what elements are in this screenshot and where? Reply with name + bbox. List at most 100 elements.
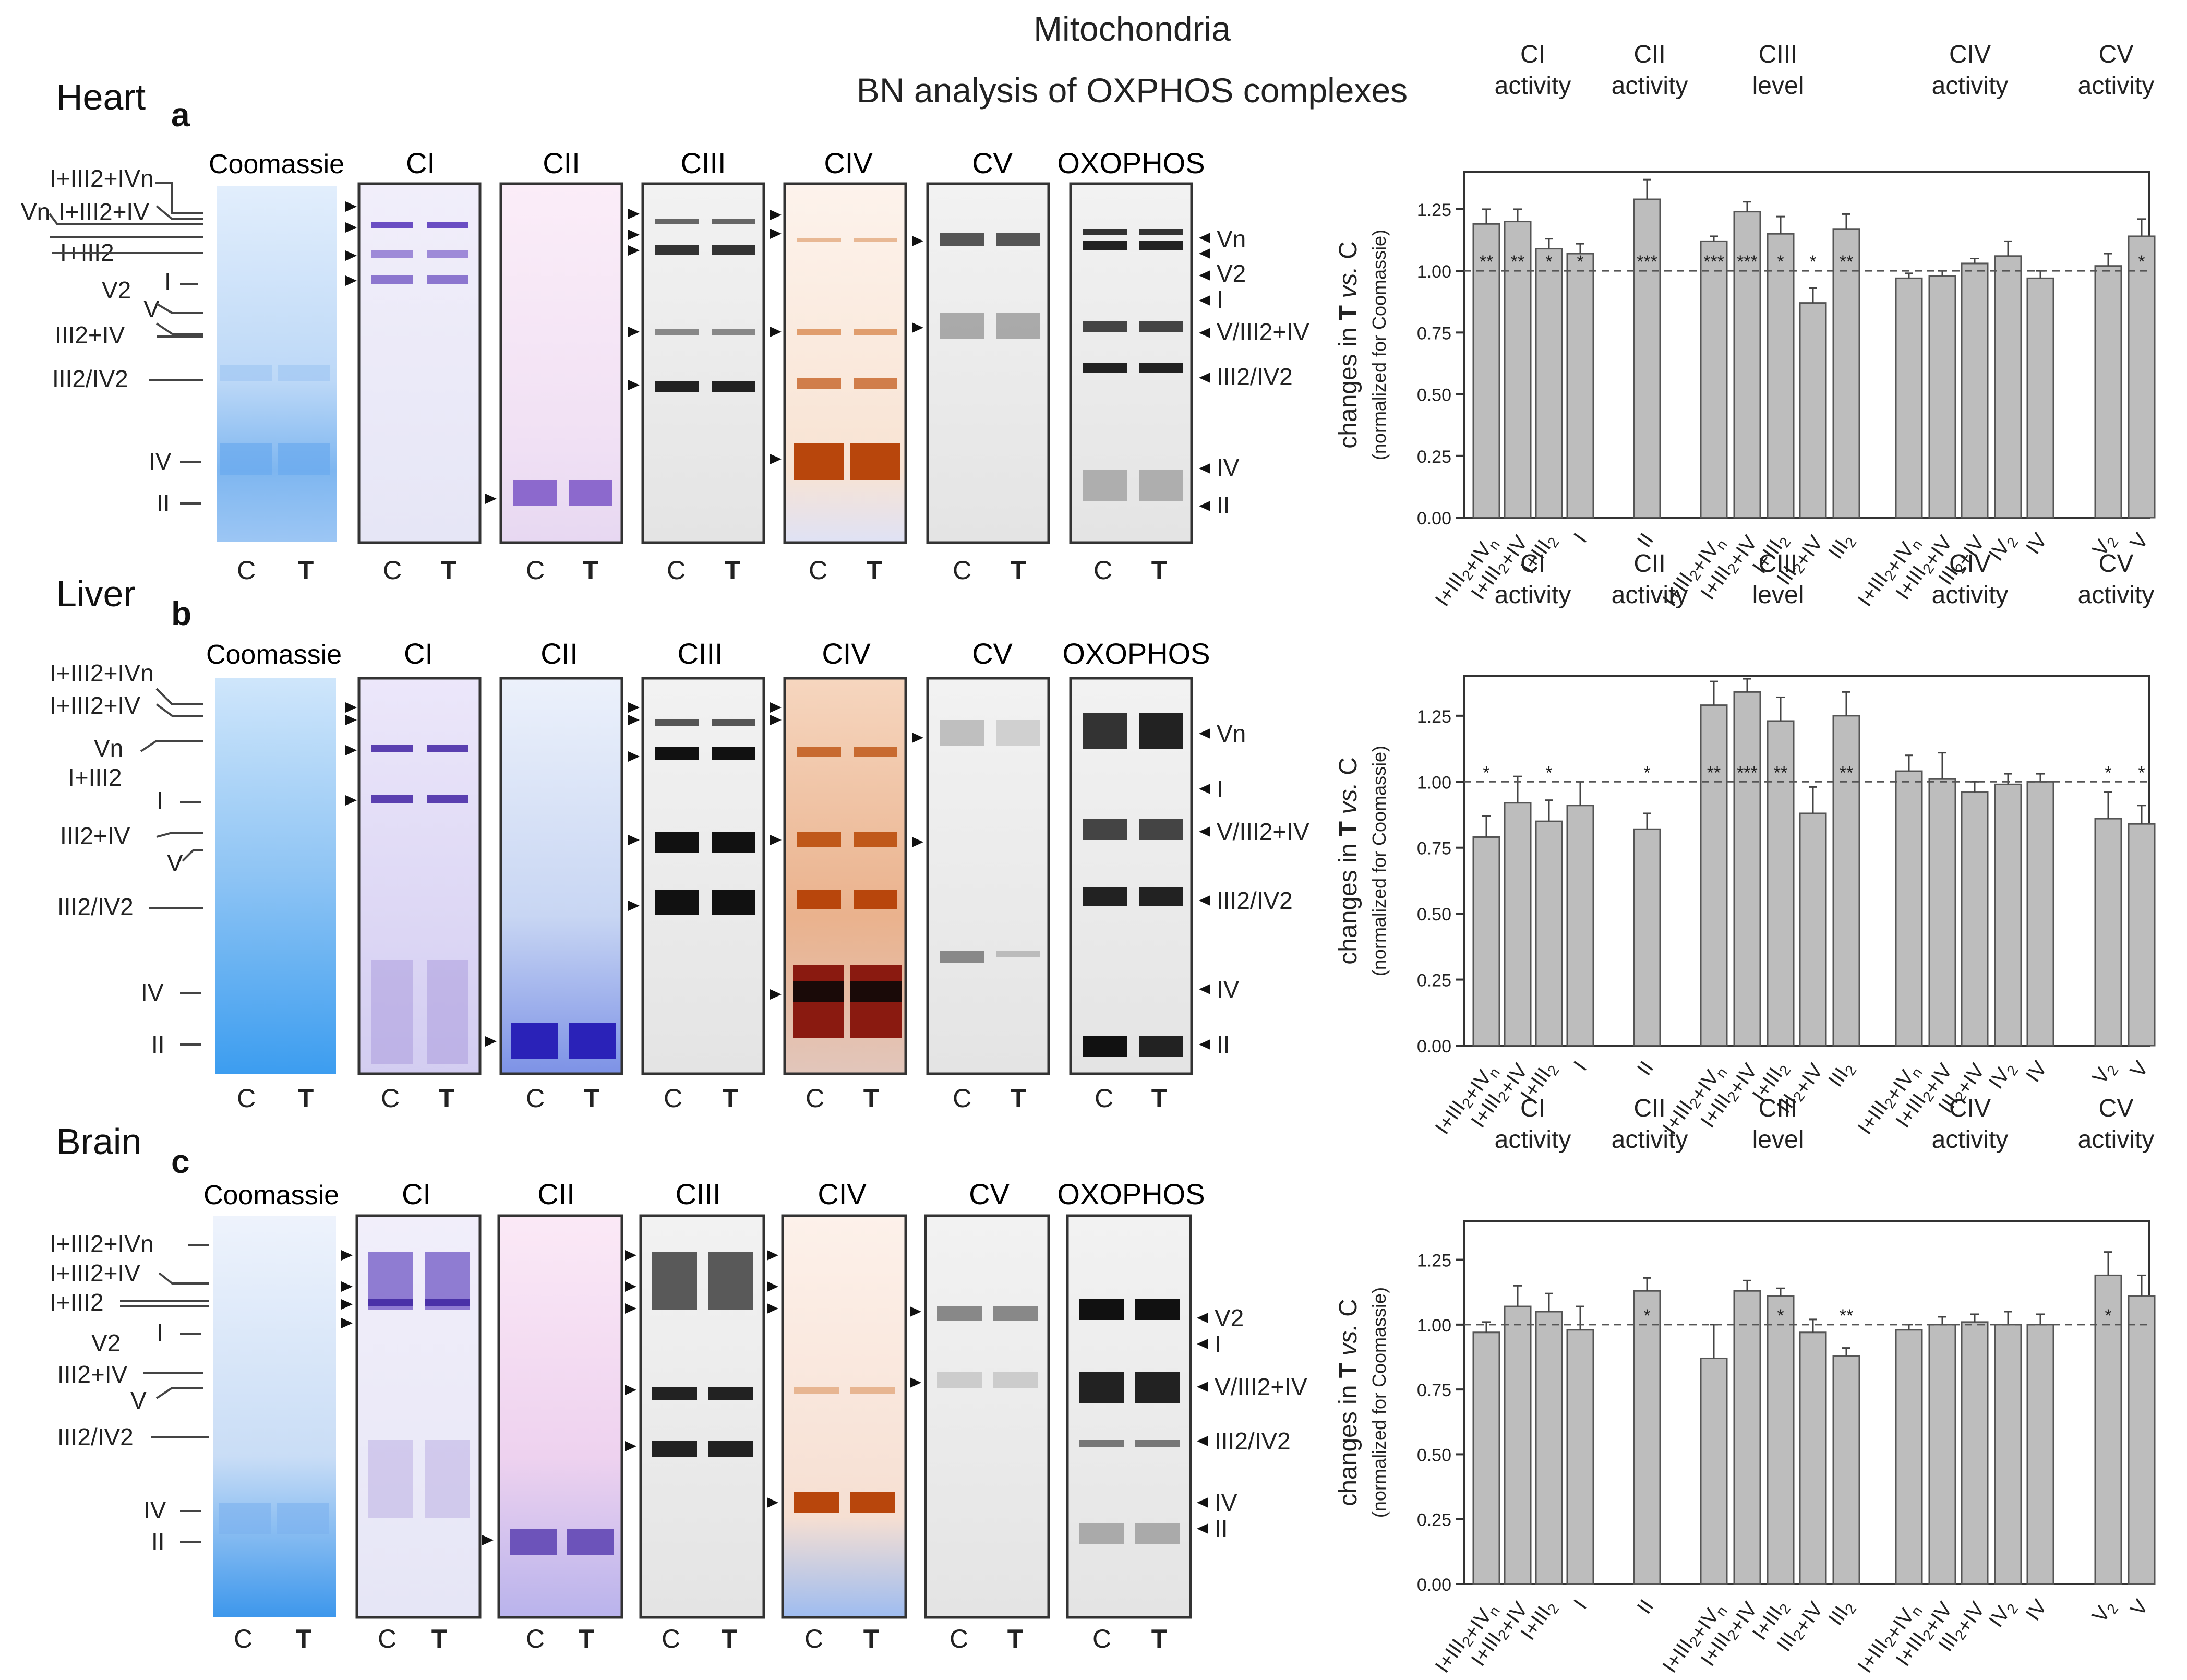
bar	[1700, 704, 1728, 1047]
marker-label: III2/IV2	[1217, 887, 1293, 914]
y-tick-label: 0.00	[1417, 509, 1451, 529]
marker-label: I+III2+IVn	[50, 659, 153, 687]
category-label: I	[1569, 529, 1591, 547]
lane-label-c: C	[1094, 556, 1112, 585]
category-label: I+III2	[1516, 1595, 1562, 1646]
marker-label: III2+IV	[55, 321, 125, 349]
marker-label: V	[130, 1387, 147, 1414]
significance-mark: *	[1545, 252, 1552, 272]
bar	[1472, 836, 1500, 1047]
panel-heart: Heart a Coomassie CI CII CIII CIV CV OXO…	[21, 77, 1309, 585]
bar	[1504, 1305, 1532, 1585]
group-header: CIII	[1759, 550, 1798, 578]
marker-label: III2/IV2	[57, 893, 134, 920]
y-tick-label: 0.75	[1417, 323, 1451, 343]
marker-label: V2	[102, 277, 131, 304]
y-tick-label: 1.00	[1417, 773, 1451, 793]
marker-label: II	[157, 489, 170, 517]
lane-label-t: T	[1011, 1084, 1027, 1113]
lane-label-t: T	[1007, 1624, 1024, 1653]
bar	[1633, 828, 1661, 1047]
right-marker-labels: Vn V2 I V/III2+IV III2/IV2 IV II	[1217, 225, 1309, 519]
column-header-cii: CII	[540, 637, 578, 670]
lane-label-c: C	[809, 556, 827, 585]
figure-title: Mitochondria	[1034, 9, 1231, 48]
lane-label-c: C	[950, 1624, 968, 1653]
lane-labels: C T C T C T C T C T C T C T	[237, 556, 1167, 585]
lane-label-t: T	[439, 1084, 455, 1113]
gel-civ	[783, 182, 907, 544]
significance-mark: *	[1777, 1306, 1784, 1326]
significance-mark: *	[1483, 763, 1489, 783]
lane-label-t: T	[863, 1084, 880, 1113]
marker-label: I+III2+IV	[58, 198, 149, 225]
panel-liver: Liver b Coomassie CI CII CIII CIV CV OXO…	[50, 573, 1309, 1113]
group-header: CIV	[1949, 41, 1991, 68]
marker-leader-lines	[120, 1244, 209, 1543]
marker-label: Vn	[94, 735, 123, 762]
y-axis-label: changes in T vs. C	[1335, 241, 1362, 449]
significance-mark: ***	[1737, 763, 1758, 783]
group-header: activity	[1932, 581, 2009, 609]
bar	[1961, 1321, 1989, 1585]
marker-label: III2+IV	[60, 822, 130, 849]
right-marker-arrows	[1199, 233, 1210, 511]
lane-label-t: T	[298, 1084, 314, 1113]
gel-coomassie	[213, 1216, 336, 1617]
tissue-label: Heart	[56, 77, 146, 117]
group-header: CI	[1520, 1095, 1545, 1122]
group-header: CII	[1633, 41, 1665, 68]
lane-label-t: T	[296, 1624, 312, 1653]
lane-label-t: T	[1151, 556, 1168, 585]
category-label: I+III2+IVn	[1853, 1057, 1926, 1143]
marker-label: II	[1215, 1515, 1228, 1542]
group-header: activity	[1495, 72, 1571, 100]
lane-label-c: C	[1095, 1084, 1113, 1113]
group-header: CIV	[1949, 1095, 1991, 1122]
lane-label-t: T	[722, 1624, 738, 1653]
lane-label-c: C	[662, 1624, 680, 1653]
significance-mark: **	[1840, 763, 1853, 783]
marker-label: II	[151, 1528, 165, 1555]
gel-ciii	[641, 182, 765, 544]
marker-label: I+III2+IV	[50, 1259, 140, 1287]
bar	[1895, 770, 1923, 1047]
bar	[1566, 805, 1594, 1047]
gel-cii	[499, 677, 623, 1075]
lane-label-c: C	[804, 1624, 823, 1653]
category-label: III2	[1824, 529, 1859, 565]
group-header: activity	[1495, 1126, 1571, 1154]
significance-mark: **	[1774, 763, 1787, 783]
group-header: CV	[2099, 1095, 2134, 1122]
gel-cv	[926, 677, 1050, 1075]
bar	[1633, 198, 1661, 519]
column-header-coomassie: Coomassie	[203, 1180, 339, 1210]
y-axis-sublabel: (normalized for Coomassie)	[1368, 746, 1390, 976]
lane-label-t: T	[725, 556, 741, 585]
bar	[1961, 791, 1989, 1047]
marker-label: IV	[149, 448, 172, 475]
marker-leader-lines	[49, 182, 203, 505]
marker-label: V2	[1215, 1304, 1244, 1331]
lane-label-c: C	[526, 1624, 545, 1653]
bar	[1832, 1355, 1860, 1585]
significance-mark: *	[1809, 252, 1816, 272]
lane-label-t: T	[1151, 1084, 1168, 1113]
marker-label: III2+IV	[57, 1361, 128, 1388]
lane-label-t: T	[863, 1624, 880, 1653]
bar	[1799, 1331, 1827, 1585]
column-header-coomassie: Coomassie	[209, 149, 344, 179]
tissue-label: Brain	[56, 1121, 141, 1162]
marker-label: III2/IV2	[1215, 1427, 1291, 1455]
bar	[1895, 277, 1923, 519]
column-header-ciii: CIII	[677, 637, 723, 670]
group-header: CV	[2099, 41, 2134, 68]
marker-label: III2/IV2	[57, 1423, 134, 1450]
column-header-coomassie: Coomassie	[206, 640, 342, 670]
marker-label: V2	[91, 1329, 121, 1357]
lane-label-t: T	[867, 556, 883, 585]
right-marker-labels: Vn I V/III2+IV III2/IV2 IV II	[1217, 720, 1309, 1058]
gel-coomassie	[215, 678, 336, 1074]
y-tick-label: 1.25	[1417, 707, 1451, 727]
